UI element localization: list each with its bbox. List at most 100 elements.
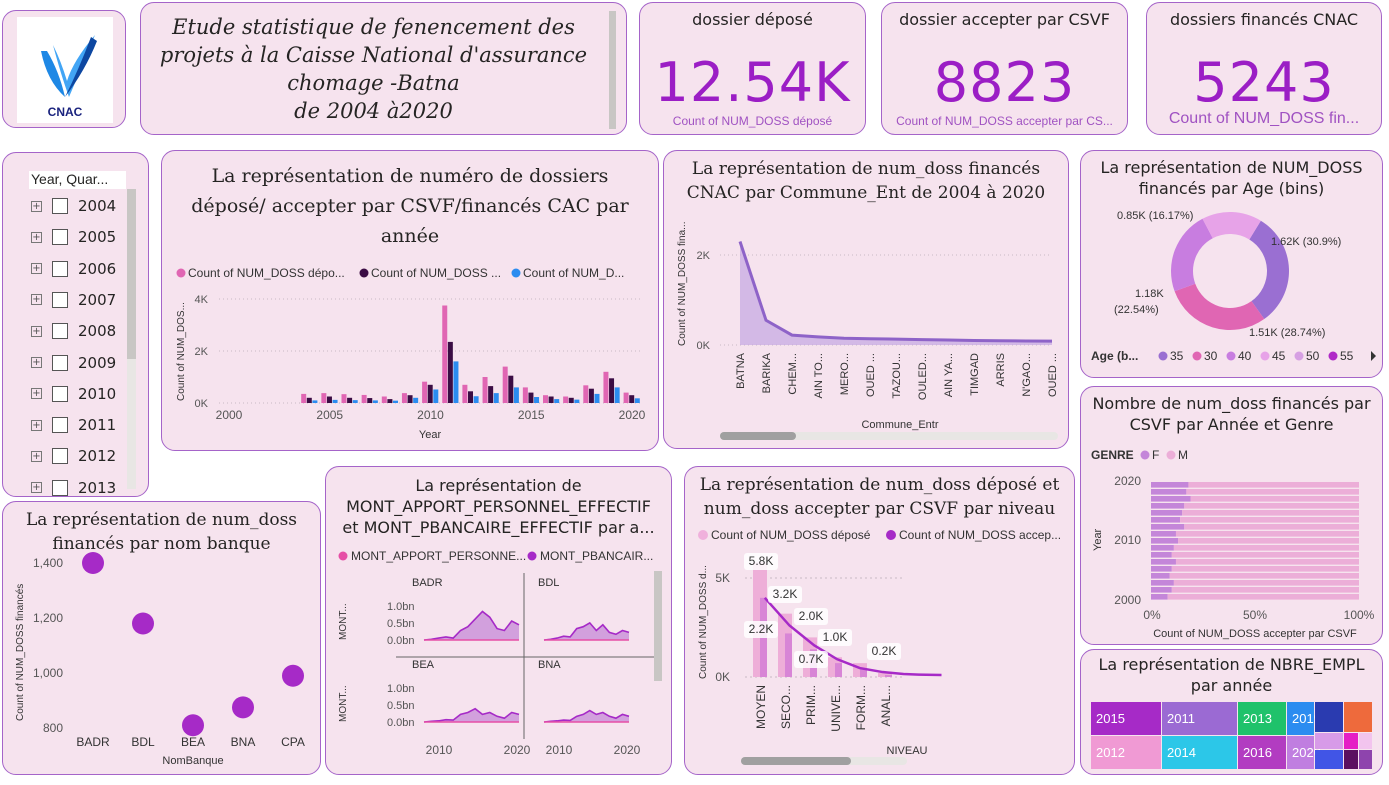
bar	[634, 398, 640, 403]
expand-icon[interactable]: +	[31, 263, 42, 275]
x-axis-label: Commune_Entr	[861, 419, 938, 431]
data-label: 3.2K	[773, 587, 798, 601]
slicer-item[interactable]: +2004	[31, 195, 116, 217]
treemap-tile[interactable]	[1344, 702, 1372, 732]
checkbox[interactable]	[52, 198, 68, 214]
x-tick-label: 2020	[614, 743, 641, 757]
treemap-tile[interactable]: 2013	[1238, 702, 1286, 735]
treemap-tile[interactable]: 2011	[1162, 702, 1237, 735]
legend-label: M	[1178, 448, 1188, 462]
treemap-tile[interactable]: 2020	[1287, 736, 1321, 769]
y-tick-label: 2000	[1114, 593, 1141, 607]
legend-label: Count of NUM_D...	[523, 266, 624, 280]
expand-icon[interactable]: +	[31, 231, 42, 243]
bar	[347, 397, 353, 403]
x-tick-label: 2005	[316, 408, 343, 422]
bar	[1151, 517, 1181, 523]
x-tick-label: CHEM...	[787, 353, 799, 395]
expand-icon[interactable]: +	[31, 200, 42, 212]
legend-label: 45	[1272, 349, 1286, 363]
bar	[462, 384, 468, 403]
data-label-bg	[867, 643, 901, 660]
checkbox[interactable]	[52, 229, 68, 246]
expand-icon[interactable]: +	[31, 357, 42, 368]
slicer-scrollbar[interactable]	[127, 189, 136, 489]
treemap-tile[interactable]	[1315, 733, 1343, 749]
slicer-item[interactable]: +2009	[31, 352, 116, 374]
data-label-bg	[794, 608, 828, 625]
expand-icon[interactable]: +	[31, 482, 42, 494]
title-scrollbar[interactable]	[609, 11, 616, 129]
y-tick-label: 0.5bn	[387, 618, 415, 630]
bar	[1182, 510, 1359, 516]
treemap-tile[interactable]: 2015	[1091, 702, 1161, 735]
treemap-tile[interactable]	[1344, 733, 1358, 749]
expand-icon[interactable]: +	[31, 388, 42, 400]
y-tick-label: 1.0bn	[387, 683, 415, 695]
slicer-item[interactable]: +2012	[31, 445, 116, 467]
expand-icon[interactable]: +	[31, 294, 42, 306]
bar	[785, 633, 792, 677]
slicer-item[interactable]: +2005	[31, 226, 116, 248]
slicer-item-label: 2004	[78, 197, 117, 215]
bar	[1173, 545, 1359, 551]
combo-chart-niveau: Count of NUM_DOSS déposé Count of NUM_DOS…	[698, 528, 1061, 765]
kpi-subtitle: Count of NUM_DOSS fin...	[1168, 110, 1360, 127]
checkbox[interactable]	[52, 448, 68, 465]
bar	[1151, 559, 1176, 565]
bar	[1151, 545, 1174, 551]
legend-marker	[511, 268, 521, 278]
chart-nbre-empl: La représentation de NBRE_EMPL par année …	[1080, 649, 1383, 775]
slicer-item[interactable]: +2007	[31, 289, 116, 311]
bar	[1188, 482, 1359, 488]
kpi-card-csvf: dossier accepter par CSVF 8823 Count of …	[881, 2, 1128, 135]
y-axis-label: MONT...	[338, 685, 349, 722]
line	[738, 241, 1053, 343]
checkbox[interactable]	[52, 291, 68, 308]
slicer-item[interactable]: +2011	[31, 414, 116, 436]
treemap-tile[interactable]: 2019	[1287, 702, 1321, 735]
bar	[594, 393, 600, 403]
checkbox[interactable]	[52, 323, 68, 340]
logo-card: CNAC	[2, 10, 126, 128]
legend-marker	[1166, 450, 1176, 460]
bar	[321, 393, 327, 403]
treemap-tile[interactable]: 2014	[1162, 736, 1237, 769]
y-tick-label: 1,200	[33, 611, 63, 625]
y-axis-label: Count of NUM_DOS...	[176, 302, 187, 401]
expand-icon[interactable]: +	[31, 325, 42, 337]
slicer-item[interactable]: +2010	[31, 383, 116, 405]
scrollbar	[654, 571, 662, 681]
treemap-tile[interactable]	[1315, 750, 1343, 769]
checkbox[interactable]	[52, 417, 68, 434]
expand-icon[interactable]: +	[31, 419, 42, 431]
panel-label: BADR	[412, 577, 443, 589]
expand-icon[interactable]: +	[31, 450, 42, 462]
x-tick-label: 2020	[504, 743, 531, 757]
slicer-item[interactable]: +2008	[31, 320, 116, 342]
x-tick-label: BEA	[181, 735, 205, 749]
slicer-item[interactable]: +2006	[31, 258, 116, 280]
bar	[1151, 552, 1172, 558]
bar	[508, 375, 514, 403]
treemap-tile[interactable]: 2012	[1091, 736, 1161, 769]
bar	[554, 399, 560, 403]
chart-dossiers-par-annee: La représentation de numéro de dossiers d…	[161, 150, 659, 451]
checkbox[interactable]	[52, 260, 68, 277]
scatter-point	[182, 714, 204, 737]
bar	[1151, 489, 1187, 495]
treemap-tile[interactable]	[1359, 750, 1372, 769]
checkbox[interactable]	[52, 479, 68, 496]
treemap-tile[interactable]	[1315, 702, 1343, 732]
chart-age: La représentation de NUM_DOSS financés pa…	[1080, 150, 1383, 378]
checkbox[interactable]	[52, 385, 68, 402]
bar	[482, 377, 488, 403]
bar	[1184, 503, 1359, 509]
y-tick-label: 1,000	[33, 666, 63, 680]
y-tick-label: 800	[43, 721, 63, 735]
treemap-tile[interactable]	[1359, 733, 1372, 749]
checkbox[interactable]	[52, 354, 68, 371]
slicer-item[interactable]: +2013	[31, 477, 116, 496]
treemap-tile[interactable]	[1344, 750, 1358, 769]
treemap-tile[interactable]: 2016	[1238, 736, 1286, 769]
